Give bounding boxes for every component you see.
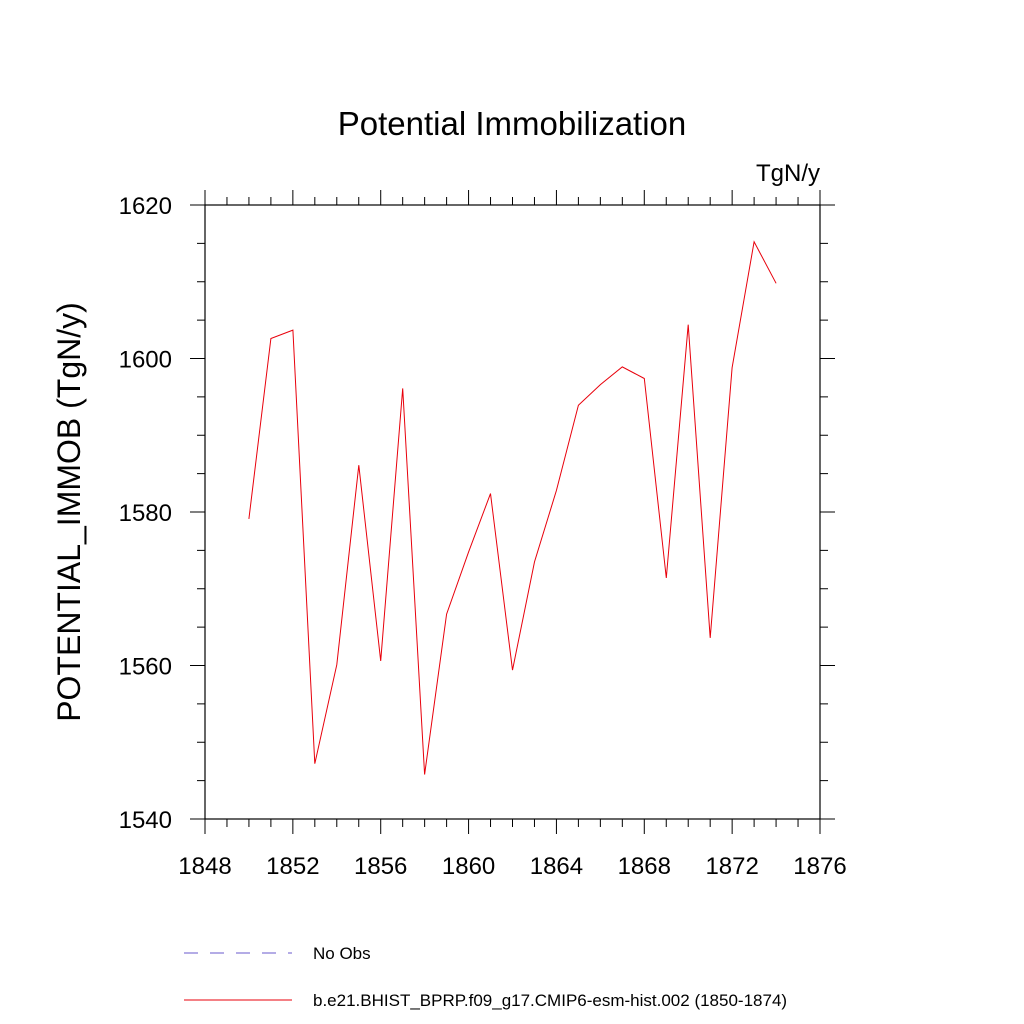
y-tick-label: 1560 — [119, 654, 172, 681]
x-tick-label: 1872 — [705, 853, 758, 880]
legend-label-model-run: b.e21.BHIST_BPRP.f09_g17.CMIP6-esm-hist.… — [313, 991, 787, 1010]
y-tick-label: 1580 — [119, 500, 172, 527]
y-axis-label: POTENTIAL_IMMOB (TgN/y) — [51, 302, 87, 722]
x-tick-label: 1868 — [618, 853, 671, 880]
x-tick-label: 1852 — [266, 853, 319, 880]
series-line — [248, 240, 777, 775]
units-label: TgN/y — [756, 160, 820, 187]
axis-tick-labels: 1848 1852 1856 1860 1864 1868 1872 1876 1540 1560… — [119, 193, 847, 880]
plot-frame — [204, 204, 821, 820]
x-tick-label: 1856 — [354, 853, 407, 880]
series-layer — [248, 240, 777, 775]
x-tick-label: 1876 — [793, 853, 846, 880]
y-tick-label: 1540 — [119, 807, 172, 834]
x-tick-label: 1860 — [442, 853, 495, 880]
y-tick-label: 1620 — [119, 193, 172, 220]
legend-label-no-obs: No Obs — [313, 944, 371, 963]
y-tick-label: 1600 — [119, 347, 172, 374]
chart-title: Potential Immobilization — [338, 105, 687, 142]
x-tick-label: 1848 — [178, 853, 231, 880]
axis-ticks — [190, 190, 835, 834]
x-tick-label: 1864 — [530, 853, 583, 880]
legend: No Obs b.e21.BHIST_BPRP.f09_g17.CMIP6-es… — [184, 944, 787, 1010]
